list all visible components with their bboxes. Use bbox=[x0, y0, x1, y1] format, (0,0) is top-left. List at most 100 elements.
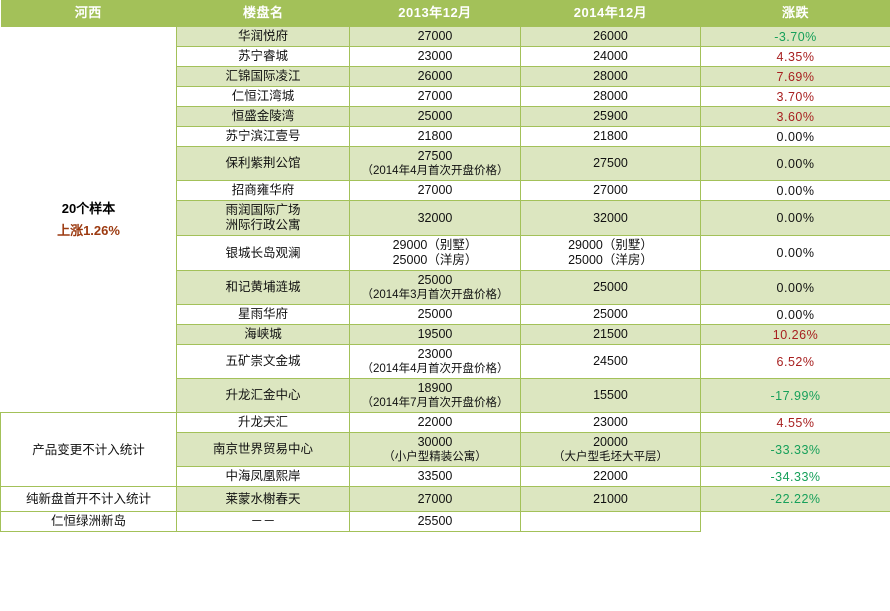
price-2013-cell-note: （2014年4月首次开盘价格） bbox=[361, 363, 509, 375]
region-group-cell-0: 20个样本 上涨1.26% bbox=[0, 26, 177, 413]
table-row: 和记黄埔涟城 25000 （2014年3月首次开盘价格） 25000 0.00% bbox=[1, 270, 890, 305]
change-value: -33.33% bbox=[770, 442, 821, 457]
header-row: 河西 楼盘名 2013年12月 2014年12月 涨跌 bbox=[0, 0, 890, 27]
property-name-cell-line: 仁恒江湾城 bbox=[231, 89, 295, 103]
change-percent-cell: 7.69% bbox=[700, 66, 890, 87]
change-value: -3.70% bbox=[774, 29, 817, 44]
price-2014-cell-line: 25000（洋房） bbox=[568, 253, 653, 267]
price-2014-cell: 27500 bbox=[520, 146, 701, 181]
change-percent-cell: -34.33% bbox=[700, 466, 890, 487]
price-2014-cell: 21000 bbox=[520, 486, 701, 512]
property-name-cell-line: 保利紫荆公馆 bbox=[225, 156, 301, 170]
property-name-cell-line: 苏宁睿城 bbox=[237, 49, 288, 63]
sample-change-label: 上涨1.26% bbox=[57, 222, 120, 238]
table-body: 20个样本 上涨1.26% 华润悦府 27000 26000 -3.70% 苏宁睿城 2300… bbox=[0, 26, 890, 532]
price-2014-cell: 29000（别墅） 25000（洋房） bbox=[520, 235, 701, 271]
table-row: 中海凤凰熙岸 33500 22000 -34.33% bbox=[1, 466, 890, 487]
change-percent-cell: 0.00% bbox=[700, 270, 890, 305]
price-2014-cell: 22000 bbox=[520, 466, 701, 487]
price-2014-cell-line: 25900 bbox=[593, 109, 628, 123]
property-name-cell: 雨润国际广场 洲际行政公寓 bbox=[176, 200, 350, 236]
table-row: 保利紫荆公馆 27500 （2014年4月首次开盘价格） 27500 0.00% bbox=[1, 146, 890, 181]
price-2013-cell-line: 26000 bbox=[417, 69, 453, 83]
change-value: 3.70% bbox=[776, 89, 815, 104]
price-2013-cell-line: －－ bbox=[250, 514, 276, 528]
price-2014-cell-line: 22000 bbox=[593, 469, 628, 483]
price-2014-cell: 20000 （大户型毛坯大平层） bbox=[520, 432, 701, 467]
change-percent-cell: 6.52% bbox=[700, 344, 890, 379]
property-name-cell-line: 中海凤凰熙岸 bbox=[225, 469, 301, 483]
price-2013-cell-line: 21800 bbox=[417, 129, 453, 143]
property-name-cell: 保利紫荆公馆 bbox=[176, 146, 350, 181]
price-2013-cell-line: 25000 bbox=[417, 307, 453, 321]
property-name-cell-line: 苏宁滨江壹号 bbox=[225, 129, 301, 143]
price-2013-cell: 25000 bbox=[349, 304, 521, 325]
price-2014-cell-line: 23000 bbox=[593, 415, 628, 429]
property-name-cell: 莱蒙水榭春天 bbox=[176, 486, 350, 512]
region-note-label: 产品变更不计入统计 bbox=[32, 442, 145, 457]
price-2014-cell: 28000 bbox=[520, 86, 701, 107]
property-name-cell: 和记黄埔涟城 bbox=[176, 270, 350, 305]
price-2013-cell: 27000 bbox=[349, 86, 521, 107]
price-2013-cell-line: 19500 bbox=[417, 327, 453, 341]
price-2014-cell-line: 21800 bbox=[593, 129, 628, 143]
price-2013-cell-line: 32000 bbox=[417, 210, 453, 225]
property-name-cell: 星雨华府 bbox=[176, 304, 350, 325]
property-name-cell-line: 雨润国际广场 bbox=[225, 203, 301, 217]
price-2013-cell: 23000 （2014年4月首次开盘价格） bbox=[349, 344, 521, 379]
change-percent-cell: -17.99% bbox=[700, 378, 890, 413]
price-2013-cell-line: 27000 bbox=[417, 183, 453, 197]
change-percent-cell: 0.00% bbox=[700, 304, 890, 325]
price-2013-cell: 33500 bbox=[349, 466, 521, 487]
price-2013-cell: 25000 （2014年3月首次开盘价格） bbox=[349, 270, 521, 305]
price-2013-cell: 27000 bbox=[349, 486, 521, 512]
table-row: 20个样本 上涨1.26% 华润悦府 27000 26000 -3.70% bbox=[0, 26, 890, 413]
price-2014-cell: 32000 bbox=[520, 200, 701, 236]
change-percent-cell: 0.00% bbox=[700, 180, 890, 201]
table-header: 河西 楼盘名 2013年12月 2014年12月 涨跌 bbox=[0, 0, 890, 27]
change-value: 0.00% bbox=[776, 246, 815, 260]
change-value: 0.00% bbox=[776, 129, 815, 144]
property-name-cell: 仁恒绿洲新岛 bbox=[0, 511, 177, 532]
price-2013-cell: 23000 bbox=[349, 46, 521, 67]
table-row: 仁恒江湾城 27000 28000 3.70% bbox=[1, 86, 890, 107]
change-value: 7.69% bbox=[776, 69, 815, 84]
change-percent-cell: 3.70% bbox=[700, 86, 890, 107]
price-2013-cell: 19500 bbox=[349, 324, 521, 345]
change-value: 0.00% bbox=[776, 307, 815, 322]
change-percent-cell: 4.55% bbox=[700, 412, 890, 433]
price-2013-cell-line: 23000 bbox=[417, 347, 453, 361]
price-2014-cell: 26000 bbox=[520, 26, 701, 47]
price-2013-cell-line: 23000 bbox=[417, 49, 453, 63]
property-name-cell-line: 升龙天汇 bbox=[237, 415, 288, 429]
header-y2013: 2013年12月 bbox=[349, 0, 521, 27]
property-name-cell: 银城长岛观澜 bbox=[176, 235, 350, 271]
change-percent-cell: 0.00% bbox=[700, 235, 890, 271]
property-name-cell: 五矿崇文金城 bbox=[176, 344, 350, 379]
table-row: 招商雍华府 27000 27000 0.00% bbox=[1, 180, 890, 201]
price-2013-cell-line: 25000 bbox=[417, 109, 453, 123]
change-percent-cell: -3.70% bbox=[700, 26, 890, 47]
property-name-cell: 中海凤凰熙岸 bbox=[176, 466, 350, 487]
property-name-cell-line: 仁恒绿洲新岛 bbox=[50, 514, 126, 528]
price-2014-cell-line: 28000 bbox=[593, 89, 628, 103]
property-name-cell-line: 和记黄埔涟城 bbox=[225, 280, 301, 294]
change-percent-cell: 0.00% bbox=[700, 200, 890, 236]
table-row: 产品变更不计入统计 升龙天汇 22000 23000 4.55% bbox=[0, 412, 890, 487]
table-row: 星雨华府 25000 25000 0.00% bbox=[1, 304, 890, 325]
property-name-cell: 苏宁滨江壹号 bbox=[176, 126, 350, 147]
price-2014-cell-line: 21500 bbox=[593, 327, 628, 341]
price-2014-cell-line: 20000 bbox=[593, 435, 628, 449]
change-value: 3.60% bbox=[776, 109, 815, 124]
price-2013-cell: 27000 bbox=[349, 180, 521, 201]
price-2014-cell-line: 27500 bbox=[593, 156, 628, 170]
price-2014-cell: 15500 bbox=[520, 378, 701, 413]
change-value: 0.00% bbox=[776, 211, 815, 225]
header-change: 涨跌 bbox=[700, 0, 890, 27]
price-2013-cell-line: 27000 bbox=[417, 491, 453, 506]
price-2013-cell: 25000 bbox=[349, 106, 521, 127]
price-2013-cell-line: 25000 bbox=[417, 273, 453, 287]
price-2014-cell-line: 24000 bbox=[593, 49, 628, 63]
property-name-cell-line: 洲际行政公寓 bbox=[225, 218, 301, 232]
change-value: 6.52% bbox=[776, 354, 815, 369]
